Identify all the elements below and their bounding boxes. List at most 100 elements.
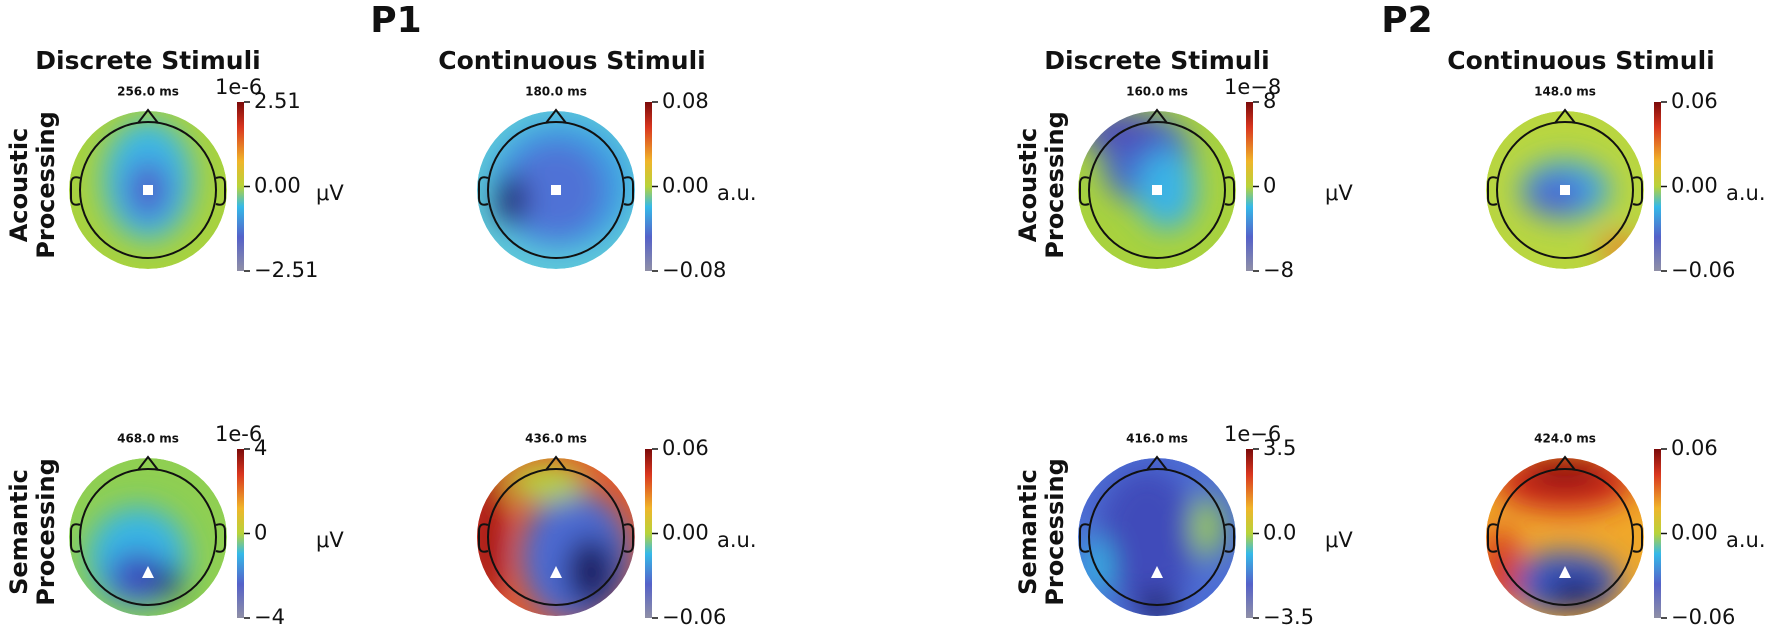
colorbar-unit: a.u. [1726, 528, 1766, 552]
colorbar-unit: μV [316, 528, 344, 552]
head-ear [478, 523, 489, 553]
colorbar-tick-label: −2.51 [254, 258, 318, 282]
colorbar-tick-label: 0.08 [662, 89, 709, 113]
colorbar [237, 102, 244, 271]
sensor-marker [551, 185, 561, 195]
topomap [69, 108, 227, 269]
colorbar-tick-label: −0.06 [1671, 258, 1735, 282]
row-label: Semantic [5, 469, 33, 595]
topomap [1486, 108, 1644, 269]
colorbar-tick-label: 0.00 [254, 174, 301, 198]
head-outline [1088, 468, 1226, 606]
topomap-blob [477, 467, 506, 607]
time-label: 180.0 ms [525, 85, 587, 99]
row-label: Processing [1041, 458, 1069, 605]
colorbar [1654, 102, 1661, 271]
head-nose [1146, 108, 1168, 124]
topomap-blob [154, 568, 182, 596]
row-label: Acoustic [5, 128, 33, 243]
topomap-blobs [477, 462, 631, 616]
colorbar-tick-label: 0.06 [1671, 436, 1718, 460]
colorbar-unit: μV [316, 181, 344, 205]
head-nose [137, 108, 159, 124]
head-outline [487, 468, 625, 606]
colorbar-tick-label: −0.06 [1671, 605, 1735, 629]
topomap [1486, 455, 1644, 616]
head-nose [545, 455, 567, 471]
topomap-blobs [88, 507, 188, 607]
colorbar-tick-label: 0.00 [662, 521, 709, 545]
topomap [69, 455, 227, 616]
head-outline [1496, 121, 1634, 259]
colorbar-tick-label: 0.06 [1671, 89, 1718, 113]
head-ear [215, 523, 226, 553]
row-label: Acoustic [1014, 128, 1042, 243]
row-label: Semantic [1014, 469, 1042, 595]
sensor-marker [143, 185, 153, 195]
head-outline [1496, 468, 1634, 606]
topomap-fill [1486, 458, 1644, 616]
topomap-blob [1545, 577, 1605, 607]
head-nose [1554, 108, 1576, 124]
colorbar-tick-label: 2.51 [254, 89, 301, 113]
column-title: Continuous Stimuli [438, 46, 706, 75]
head-ear [1224, 523, 1235, 553]
colorbar-unit: μV [1325, 528, 1353, 552]
colorbar-tick-label: −4 [254, 605, 285, 629]
time-label: 160.0 ms [1126, 85, 1188, 99]
head-outline [79, 468, 217, 606]
colorbar-tick-label: 8 [1263, 89, 1276, 113]
column-title: Continuous Stimuli [1447, 46, 1715, 75]
topomap-fill [69, 458, 227, 616]
topomap-fill [1078, 458, 1236, 616]
colorbar [1654, 449, 1661, 618]
colorbar-tick-label: 0.00 [1671, 174, 1718, 198]
head-ear [1632, 176, 1643, 206]
topomap-blob [1192, 497, 1222, 557]
colorbar-tick-label: 0 [1263, 174, 1276, 198]
colorbar [1246, 449, 1253, 618]
topomap-blob [1525, 458, 1605, 487]
head-ear [70, 176, 81, 206]
colorbar-tick-label: 0.06 [662, 436, 709, 460]
topomap-blob [1137, 150, 1197, 230]
sensor-marker [1151, 566, 1163, 578]
colorbar [645, 102, 652, 271]
time-label: 148.0 ms [1534, 85, 1596, 99]
head-ear [215, 176, 226, 206]
column-title: Discrete Stimuli [1044, 46, 1269, 75]
sensor-marker [1152, 185, 1162, 195]
colorbar-tick-label: 0.00 [1671, 521, 1718, 545]
row-label: Processing [32, 458, 60, 605]
colorbar-tick-label: 4 [254, 436, 267, 460]
head-outline [487, 121, 625, 259]
topomap-blob [506, 462, 586, 502]
sensor-marker [142, 566, 154, 578]
sensor-marker [1559, 566, 1571, 578]
colorbar-tick-label: −3.5 [1263, 605, 1314, 629]
sensor-marker [1560, 185, 1570, 195]
head-ear [623, 176, 634, 206]
topomap-blob [1078, 111, 1157, 150]
time-label: 424.0 ms [1534, 432, 1596, 446]
time-label: 468.0 ms [117, 432, 179, 446]
head-nose [1146, 455, 1168, 471]
colorbar-tick-label: −0.06 [662, 605, 726, 629]
head-ear [1224, 176, 1235, 206]
time-label: 256.0 ms [117, 85, 179, 99]
head-outline [1088, 121, 1226, 259]
topomap-blobs [103, 120, 193, 240]
colorbar-tick-label: 3.5 [1263, 436, 1296, 460]
head-ear [1487, 523, 1498, 553]
head-ear [478, 176, 489, 206]
colorbar-tick-label: 0 [254, 521, 267, 545]
colorbar-exponent: 1e-6 [215, 75, 262, 99]
colorbar-tick-label: 0.00 [662, 174, 709, 198]
column-title: Discrete Stimuli [35, 46, 260, 75]
head-ear [1632, 523, 1643, 553]
colorbar [645, 449, 652, 618]
head-ear [70, 523, 81, 553]
colorbar-unit: a.u. [717, 181, 757, 205]
colorbar-exponent: 1e-6 [215, 422, 262, 446]
topomap-fill [477, 458, 635, 616]
